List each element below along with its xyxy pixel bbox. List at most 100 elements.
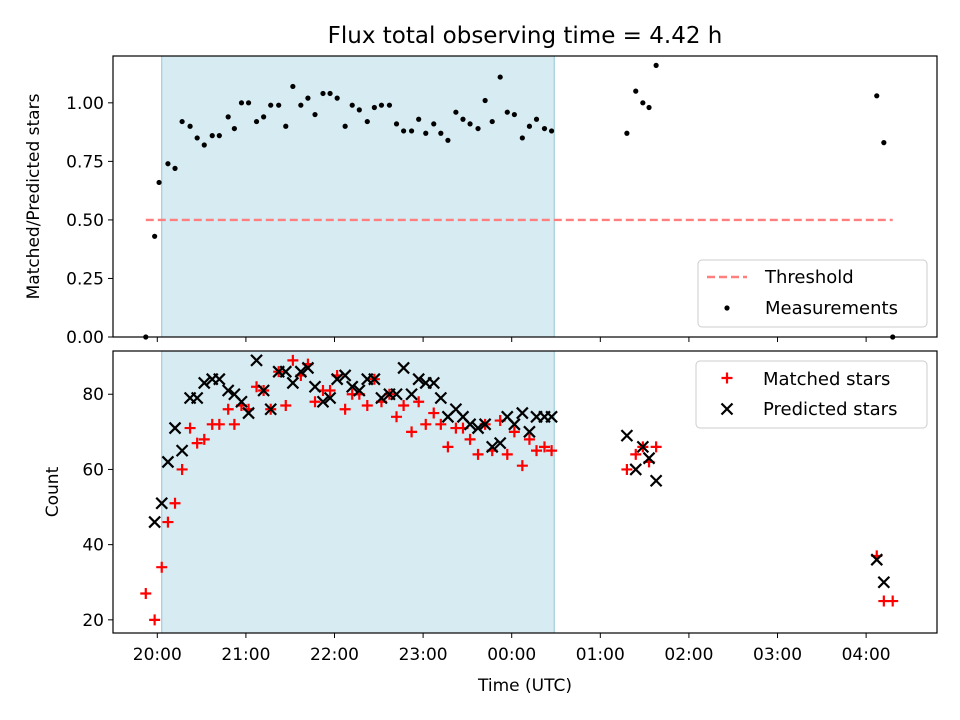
bottom-plot-frame [112, 350, 938, 634]
measurement-point [653, 62, 659, 68]
predicted-star-point [877, 575, 891, 589]
predicted-star-point [545, 410, 558, 424]
matched-star-point [339, 403, 351, 415]
measurement-point [152, 233, 158, 239]
legend-measurements-swatch [724, 305, 730, 311]
measurement-point [504, 109, 510, 115]
predicted-star-point [405, 387, 418, 401]
measurement-point [416, 116, 422, 122]
measurement-point [371, 104, 377, 111]
measurement-point [201, 142, 207, 148]
measurement-point [408, 128, 415, 134]
y-tick-label: 0.25 [66, 269, 104, 289]
predicted-star-point [175, 444, 189, 457]
measurement-point [519, 135, 525, 141]
matched-star-point [546, 445, 558, 457]
predicted-star-point [250, 354, 263, 367]
legend-matched-swatch [721, 372, 733, 384]
predicted-star-point [629, 463, 643, 476]
predicted-star-point [375, 391, 388, 405]
matched-star-point [156, 561, 168, 573]
measurement-point [453, 109, 459, 115]
measurement-point [386, 102, 393, 108]
matched-star-point [531, 445, 543, 457]
predicted-star-point [390, 387, 403, 401]
x-tick-label: 03:00 [753, 645, 802, 665]
predicted-star-point [279, 365, 293, 378]
y-tick-label: 0.50 [66, 211, 104, 231]
predicted-star-point [434, 391, 448, 405]
predicted-star-point [353, 384, 366, 397]
measurement-point [438, 130, 444, 136]
predicted-star-point [345, 380, 359, 393]
panel-ratio: 0.00 0.25 0.50 0.75 1.00 Matched/Predicted s… [24, 55, 938, 348]
measurement-point [305, 95, 311, 101]
observing-span-bottom [161, 350, 555, 634]
top-legend: Threshold Measurements [697, 259, 928, 328]
matched-star-point [538, 441, 550, 453]
top-x-ticks [156, 337, 867, 342]
y-tick-label: 0.75 [66, 152, 104, 172]
matched-star-point [887, 595, 899, 607]
measurement-point [548, 128, 555, 134]
measurement-point [290, 83, 296, 90]
measurement-point [497, 74, 503, 80]
top-plot-frame [112, 55, 938, 338]
legend-predicted-swatch [720, 402, 734, 416]
predicted-star-point [294, 365, 308, 378]
matched-star-point [162, 516, 174, 528]
matched-star-point [650, 441, 662, 453]
bottom-legend: Matched stars Predicted stars [695, 360, 928, 429]
x-axis-label: Time (UTC) [477, 676, 572, 696]
bottom-y-ticks: 20 40 60 80 [82, 385, 113, 631]
x-tick-label: 20:00 [133, 645, 182, 665]
predicted-star-point [412, 372, 425, 386]
measurement-point [511, 111, 517, 118]
bottom-x-ticks: 20:00 21:00 22:00 23:00 00:00 01:00 02:00 03:00… [133, 633, 891, 665]
matched-star-point [442, 441, 454, 453]
x-tick-label: 00:00 [487, 645, 536, 665]
matched-star-point [176, 463, 188, 475]
matched-star-point [508, 426, 520, 438]
predicted-star-point [508, 418, 521, 431]
matched-star-point [324, 384, 336, 396]
top-y-axis-label: Matched/Predicted stars [24, 93, 44, 299]
measurement-point [393, 121, 400, 127]
x-tick-label: 23:00 [399, 645, 448, 665]
measurement-point [624, 130, 630, 136]
measurement-point [633, 88, 639, 94]
measurement-point [541, 125, 548, 132]
measurement-point [172, 165, 178, 171]
measurement-point [225, 114, 231, 120]
predicted-star-point [316, 395, 330, 409]
measurement-point [327, 90, 333, 97]
predicted-star-point [478, 418, 492, 431]
predicted-star-point [242, 406, 255, 420]
measurement-point [423, 130, 429, 136]
matched-star-point [184, 422, 196, 434]
predicted-star-point [870, 553, 884, 566]
predicted-star-point [516, 406, 529, 420]
matched-star-point [222, 403, 234, 415]
y-tick-label: 60 [82, 460, 104, 480]
predicted-star-point [221, 384, 235, 397]
x-tick-label: 01:00 [576, 645, 625, 665]
top-y-ticks: 0.00 0.25 0.50 0.75 1.00 [66, 94, 113, 348]
measurement-point [342, 123, 348, 129]
matched-star-point [472, 448, 484, 460]
measurement-point [445, 137, 451, 143]
matched-star-point [523, 433, 535, 445]
figure-title: Flux total observing time = 4.42 h [328, 23, 723, 49]
x-tick-label: 21:00 [221, 645, 270, 665]
measurement-point [231, 125, 237, 132]
matched-stars-series [140, 354, 899, 626]
matched-star-point [280, 400, 292, 412]
measurement-point [533, 116, 540, 122]
predicted-star-point [338, 369, 352, 382]
predicted-star-point [323, 391, 337, 405]
matched-star-point [406, 426, 418, 438]
predicted-star-point [493, 436, 507, 450]
matched-star-point [501, 448, 513, 460]
measurement-point [349, 102, 355, 108]
measurement-point [320, 90, 326, 97]
